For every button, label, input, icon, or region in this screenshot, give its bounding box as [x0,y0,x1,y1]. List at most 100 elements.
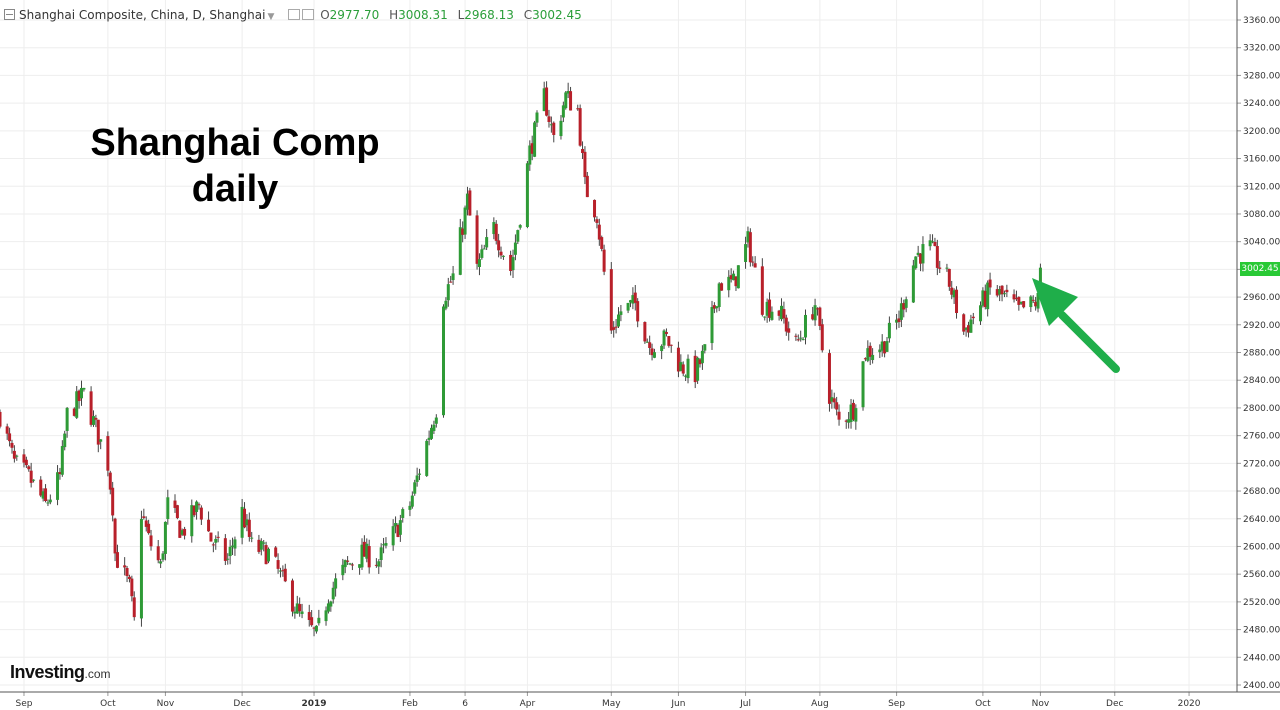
y-tick-label: 2600.00 [1243,542,1280,552]
candle-body [760,266,764,315]
x-tick-label: 6 [462,699,468,709]
visibility-icon[interactable] [288,9,301,20]
y-tick-label: 2640.00 [1243,515,1280,525]
candle-body [391,526,395,546]
candle-body [895,319,899,323]
candle-body [262,542,266,544]
settings-icon[interactable] [302,9,315,20]
candle-body [564,92,568,109]
candle-body [827,353,831,404]
x-tick-label: Dec [1106,699,1123,709]
candle-body [468,190,472,216]
candle-body [684,375,688,377]
candle-body [298,604,302,612]
candle-body [964,327,968,330]
candle-body [935,246,939,268]
candle-body [645,341,649,343]
y-tick-label: 2840.00 [1243,376,1280,386]
candle-body [897,318,901,323]
candle-body [899,303,903,320]
candle-body [983,290,987,308]
y-tick-label: 3240.00 [1243,99,1280,109]
candle-body [374,564,378,566]
candle-body [511,257,515,271]
candle-body [257,539,261,552]
candle-body [962,314,966,332]
candle-body [928,240,932,247]
candle-body [159,561,163,564]
candle-body [82,387,86,390]
candle-body [947,268,951,287]
candle-body [1002,293,1006,295]
candle-body [346,560,350,562]
candle-body [1031,299,1035,301]
candle-body [458,227,462,275]
candle-body [240,506,244,538]
candle-body [583,151,587,178]
collapse-icon[interactable] [4,9,15,20]
candle-body [863,358,867,360]
candle-body [278,570,282,572]
dropdown-caret-icon[interactable]: ▼ [267,12,275,22]
x-tick-label: Oct [975,699,991,709]
candle-body [27,466,31,470]
candle-body [533,122,537,157]
open-value: 2977.70 [329,8,380,22]
candle-body [835,402,839,410]
candle-body [398,520,402,535]
candle-body [8,433,12,442]
candle-body [763,316,767,318]
x-tick-label: Oct [100,699,116,709]
candle-body [1036,292,1040,309]
candle-body [310,617,314,626]
candle-body [911,265,915,303]
candle-body [902,303,906,310]
candle-body [24,459,28,466]
candle-body [628,300,632,303]
candle-body [854,408,858,422]
candle-body [80,387,84,399]
candle-body [787,328,791,333]
candle-body [12,450,16,459]
x-tick-label: May [602,699,621,709]
candle-body [612,327,616,330]
candle-body [676,347,680,372]
candle-body [449,281,453,283]
candle-body [542,88,546,112]
candle-body [360,544,364,568]
candle-body [58,472,62,475]
x-tick-label: Jun [670,699,685,709]
candle-body [343,560,347,568]
candle-body [331,587,335,600]
candle-body [1012,294,1016,300]
candle-body [245,519,249,526]
candle-body [161,553,165,560]
symbol-title[interactable]: Shanghai Composite, China, D, Shanghai [19,8,266,22]
candle-body [94,417,98,420]
candle-body [39,479,43,496]
candle-body [60,446,64,475]
candle-body [173,500,177,508]
candle-body [885,341,889,352]
y-tick-label: 2760.00 [1243,432,1280,442]
candle-body [44,488,48,502]
x-tick-label: 2020 [1178,699,1201,709]
candle-body [281,570,285,572]
candle-body [667,336,671,346]
candle-body [811,314,815,320]
candle-body [578,108,582,146]
candle-body [780,305,784,320]
candle-body [72,408,76,416]
candle-body [552,122,556,135]
y-tick-label: 3360.00 [1243,16,1280,26]
candle-body [530,143,534,154]
y-tick-label: 2720.00 [1243,459,1280,469]
y-tick-label: 2520.00 [1243,598,1280,608]
candle-body [717,283,721,307]
candle-body [866,348,870,361]
candle-body [1000,285,1004,295]
candle-body [818,307,822,326]
candle-body [799,337,803,339]
